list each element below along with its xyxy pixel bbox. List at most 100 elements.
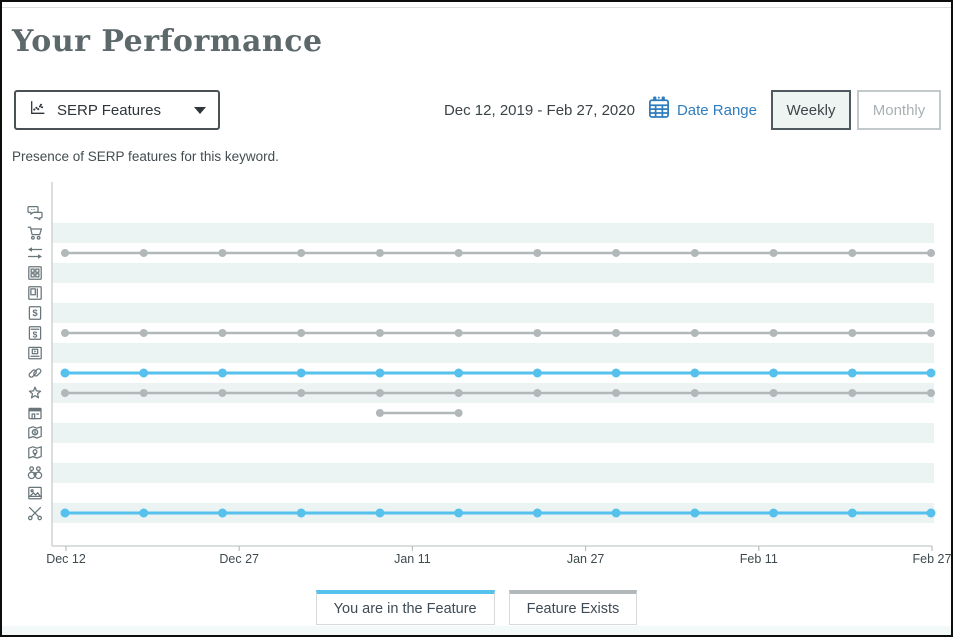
data-point[interactable] (297, 329, 306, 337)
chat-icon (26, 204, 44, 222)
data-point[interactable] (375, 389, 384, 397)
date-range-text: Dec 12, 2019 - Feb 27, 2020 (443, 101, 635, 119)
scatter-chart-icon (28, 98, 47, 122)
data-point[interactable] (60, 508, 70, 518)
data-point[interactable] (297, 389, 306, 397)
data-point[interactable] (532, 368, 542, 378)
data-point[interactable] (848, 249, 857, 257)
data-point[interactable] (769, 508, 779, 518)
data-point[interactable] (139, 329, 148, 337)
data-point[interactable] (848, 329, 857, 337)
data-point[interactable] (375, 368, 385, 378)
x-tick-label: Jan 27 (566, 552, 605, 566)
layout-icon (26, 284, 44, 302)
data-point[interactable] (454, 249, 463, 257)
data-point[interactable] (690, 249, 699, 257)
data-point[interactable] (217, 368, 227, 378)
legend-feature-exists[interactable]: Feature Exists (508, 590, 638, 625)
data-point[interactable] (218, 389, 227, 397)
data-point[interactable] (61, 389, 69, 397)
metric-dropdown-value: SERP Features (57, 101, 161, 119)
data-point[interactable] (611, 508, 621, 518)
data-point[interactable] (375, 329, 384, 337)
data-point[interactable] (612, 249, 621, 257)
binoculars-icon (26, 464, 44, 482)
header-controls: Dec 12, 2019 - Feb 27, 2020 Date Range W… (444, 90, 941, 130)
data-point[interactable] (218, 329, 227, 337)
data-point[interactable] (611, 368, 621, 378)
x-tick-label: Feb 27 (912, 552, 952, 566)
data-point[interactable] (296, 368, 306, 378)
data-point[interactable] (297, 249, 306, 257)
data-point[interactable] (926, 508, 936, 518)
data-point[interactable] (927, 249, 935, 257)
data-point[interactable] (139, 389, 148, 397)
data-point[interactable] (139, 368, 149, 378)
monthly-toggle-button[interactable]: Monthly (857, 90, 941, 130)
data-point[interactable] (139, 508, 149, 518)
data-point[interactable] (769, 249, 778, 257)
svg-text:$: $ (33, 430, 37, 436)
link-icon (26, 364, 44, 382)
data-point[interactable] (532, 508, 542, 518)
data-point[interactable] (926, 368, 936, 378)
data-point[interactable] (61, 249, 69, 257)
scissors-icon (26, 504, 44, 522)
metric-dropdown[interactable]: SERP Features (14, 90, 220, 130)
x-tick-label: Jan 11 (394, 552, 431, 566)
chart-row-band (52, 343, 934, 363)
data-point[interactable] (848, 389, 857, 397)
chart-row-band (52, 483, 934, 503)
serp-features-chart: $ $ $ Dec 12 Dec 27 Jan 11 Jan 27 Feb 11 Feb 27 (2, 182, 951, 574)
data-point[interactable] (769, 389, 778, 397)
cart-icon (26, 224, 44, 242)
chart-row-band (52, 423, 934, 443)
data-point[interactable] (60, 368, 70, 378)
data-point[interactable] (61, 329, 69, 337)
legend-you-are-in-feature[interactable]: You are in the Feature (315, 590, 495, 625)
chart-row-band (52, 463, 934, 483)
data-point[interactable] (847, 368, 857, 378)
data-point[interactable] (533, 389, 542, 397)
data-point[interactable] (454, 389, 463, 397)
data-point[interactable] (375, 409, 384, 417)
data-point[interactable] (690, 329, 699, 337)
data-point[interactable] (927, 389, 935, 397)
bottom-accent-strip (2, 626, 951, 635)
data-point[interactable] (612, 389, 621, 397)
weekly-toggle-button[interactable]: Weekly (771, 90, 851, 130)
data-point[interactable] (217, 508, 227, 518)
chevron-down-icon (194, 106, 206, 114)
x-tick-label: Dec 12 (46, 552, 86, 566)
data-point[interactable] (690, 368, 700, 378)
data-point[interactable] (612, 329, 621, 337)
data-point[interactable] (533, 249, 542, 257)
data-point[interactable] (454, 329, 463, 337)
chart-row-band (52, 303, 934, 323)
data-point[interactable] (218, 249, 227, 257)
data-point[interactable] (375, 249, 384, 257)
date-range-button[interactable]: Date Range (647, 95, 757, 125)
chart-subtitle: Presence of SERP features for this keywo… (12, 149, 279, 164)
data-point[interactable] (690, 389, 699, 397)
data-point[interactable] (139, 249, 148, 257)
data-point[interactable] (847, 508, 857, 518)
data-point[interactable] (769, 368, 779, 378)
chart-row-band (52, 203, 934, 223)
news-icon (26, 404, 44, 422)
image-icon (26, 484, 44, 502)
chart-row-band (52, 403, 934, 423)
data-point[interactable] (454, 508, 464, 518)
data-point[interactable] (296, 508, 306, 518)
data-point[interactable] (454, 368, 464, 378)
date-range-label: Date Range (676, 101, 757, 119)
data-point[interactable] (375, 508, 385, 518)
data-point[interactable] (769, 329, 778, 337)
data-point[interactable] (454, 409, 463, 417)
data-point[interactable] (533, 329, 542, 337)
data-point[interactable] (690, 508, 700, 518)
chart-row-band (52, 263, 934, 283)
data-point[interactable] (927, 329, 935, 337)
top-divider (2, 7, 951, 8)
